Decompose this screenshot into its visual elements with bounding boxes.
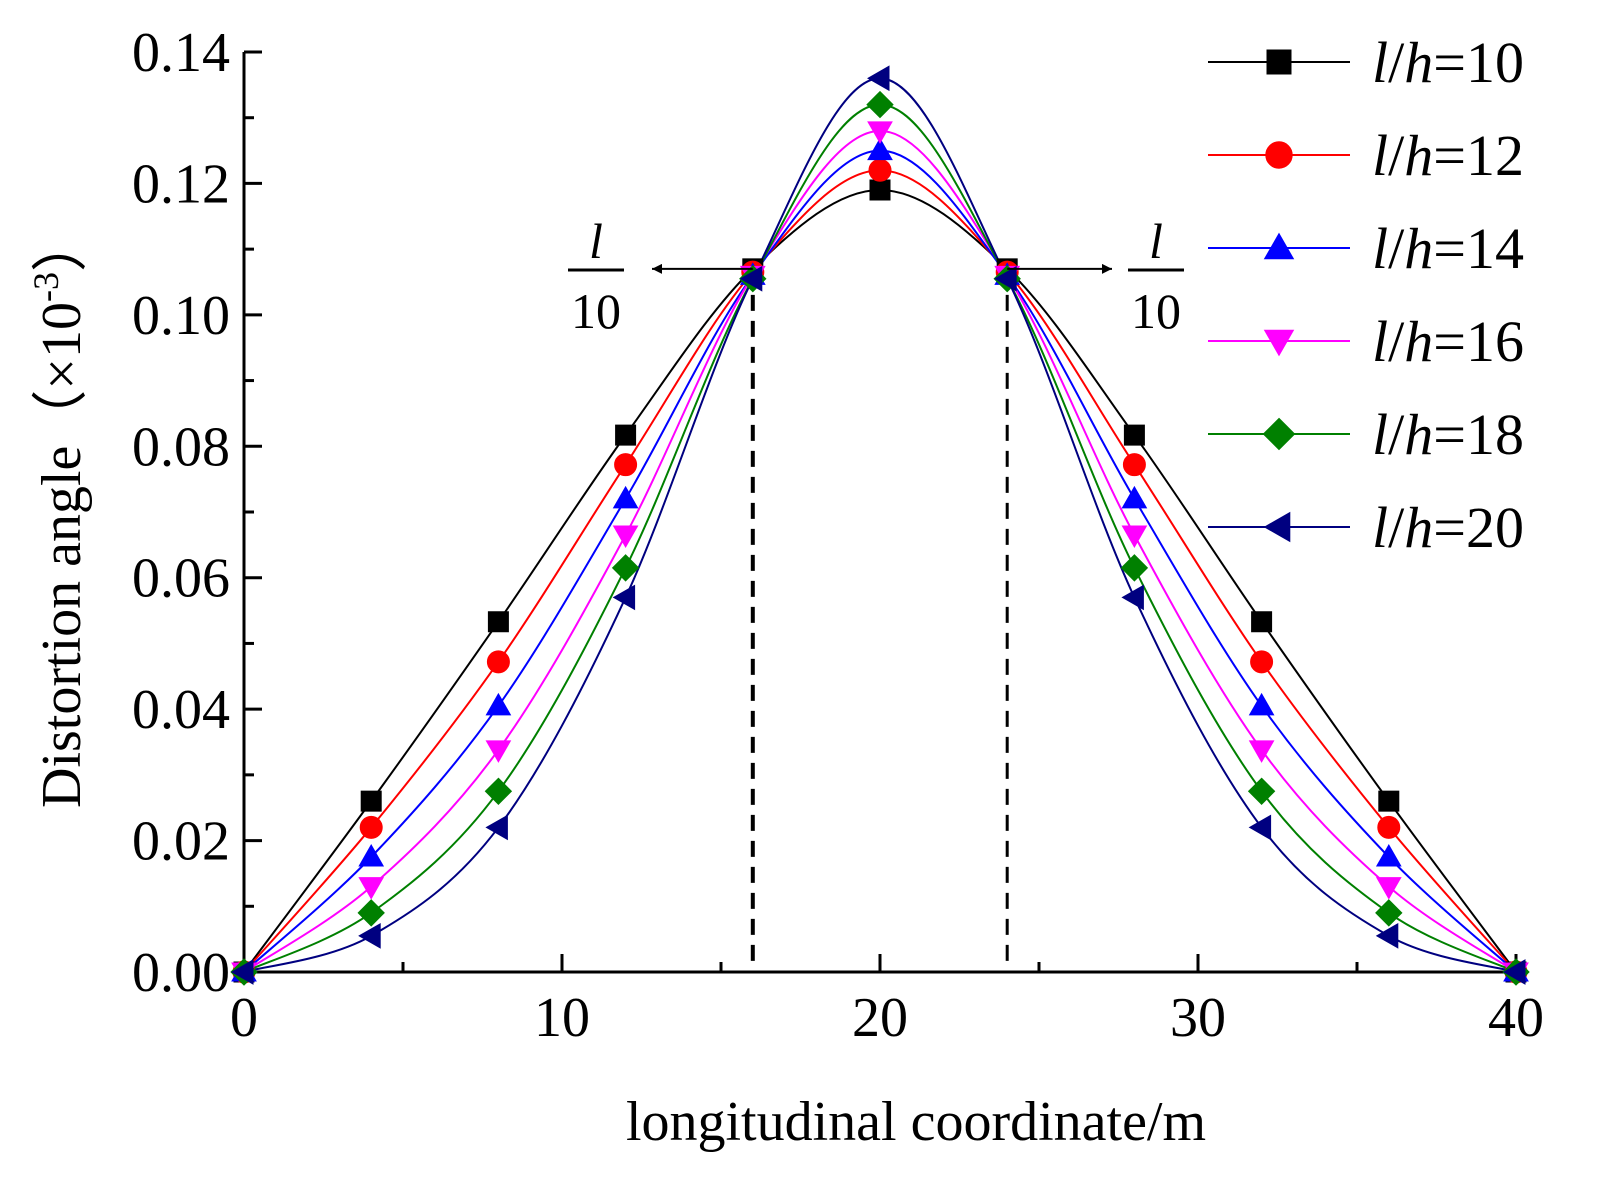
data-point-triangle-left (485, 814, 508, 841)
data-point-triangle-down (1263, 329, 1295, 357)
y-tick-label: 0.04 (132, 679, 230, 741)
legend-item: l/h=10 (1208, 30, 1524, 95)
data-point-triangle-left (866, 65, 890, 92)
data-point-circle (359, 815, 383, 839)
data-point-triangle-up (1121, 485, 1148, 509)
data-point-triangle-left (1375, 922, 1399, 949)
data-point-diamond (1120, 554, 1149, 582)
data-point-square (360, 790, 382, 812)
reference-lines (750, 268, 1009, 972)
data-point-triangle-left (612, 584, 636, 611)
data-point-triangle-left (1502, 959, 1526, 985)
data-point-square (1378, 790, 1400, 812)
data-point-triangle-up (1263, 232, 1295, 260)
data-point-circle (868, 158, 892, 182)
data-point-diamond (1375, 899, 1403, 927)
legend-label: l/h=14 (1372, 216, 1524, 281)
data-point-diamond (1262, 417, 1296, 451)
data-point-circle (1250, 650, 1274, 674)
series-line (243, 103, 1517, 973)
y-tick-label: 0.00 (132, 942, 230, 1004)
y-tick-label: 0.14 (132, 22, 230, 84)
series-line (243, 188, 1517, 973)
data-point-triangle-down (358, 877, 385, 900)
data-point-triangle-left (739, 265, 763, 292)
y-tick-labels: 0.00 0.02 0.04 0.06 0.08 0.10 0.12 0.14 (132, 22, 230, 1004)
data-point-diamond (357, 899, 385, 927)
data-point-triangle-down (1121, 525, 1148, 549)
data-point-circle (1265, 141, 1293, 169)
data-point-triangle-up (1375, 843, 1402, 867)
x-tick-label: 10 (534, 987, 590, 1049)
y-tick-label: 0.12 (132, 153, 230, 215)
data-point-triangle-up (485, 692, 512, 716)
data-point-diamond (484, 777, 513, 805)
legend-item: l/h=14 (1208, 216, 1524, 281)
y-tick-label: 0.10 (132, 285, 230, 347)
legend-item: l/h=12 (1208, 123, 1524, 188)
data-point-triangle-down (1375, 877, 1402, 900)
series-line (243, 149, 1517, 973)
data-point-diamond (866, 90, 894, 119)
x-tick-label: 30 (1170, 987, 1226, 1049)
data-point-triangle-down (1248, 740, 1275, 763)
data-point-triangle-up (358, 843, 385, 867)
legend-item: l/h=18 (1208, 402, 1524, 467)
data-point-circle (614, 453, 638, 477)
data-point-triangle-left (1263, 511, 1291, 543)
data-point-triangle-left (994, 265, 1017, 292)
data-point-triangle-left (1121, 584, 1144, 611)
x-tick-labels: 0 10 20 30 40 (230, 987, 1544, 1049)
legend: l/h=10 l/h=12 l/h=14 l/h=16 l/h=18 l/h=20 (1208, 30, 1524, 560)
series-line (243, 129, 1517, 973)
data-point-triangle-up (867, 137, 893, 161)
x-tick-label: 0 (230, 987, 258, 1049)
x-tick-label: 20 (852, 987, 908, 1049)
data-point-square (487, 611, 509, 633)
data-point-square (615, 424, 637, 446)
y-tick-label: 0.02 (132, 811, 230, 873)
series-line (243, 77, 1517, 973)
y-tick-label: 0.06 (132, 548, 230, 610)
right-fraction-annotation: l 10 (1128, 213, 1184, 339)
svg-text:l: l (1149, 213, 1163, 269)
left-fraction-annotation: l 10 (568, 213, 624, 339)
svg-text:l: l (589, 213, 603, 269)
data-point-circle (1122, 453, 1146, 477)
data-point-diamond (1247, 777, 1276, 805)
x-tick-label: 40 (1488, 987, 1544, 1049)
data-point-triangle-left (1248, 814, 1272, 841)
legend-label: l/h=18 (1372, 402, 1524, 467)
data-point-square (1266, 49, 1292, 75)
data-point-square (869, 179, 891, 201)
data-point-triangle-up (612, 485, 639, 509)
data-point-triangle-left (358, 922, 381, 949)
series-markers (230, 65, 1530, 986)
data-point-diamond (611, 554, 640, 582)
legend-label: l/h=12 (1372, 123, 1524, 188)
legend-label: l/h=10 (1372, 30, 1524, 95)
svg-text:10: 10 (571, 283, 621, 339)
data-point-circle (486, 650, 510, 674)
legend-label: l/h=20 (1372, 495, 1524, 560)
svg-text:10: 10 (1131, 283, 1181, 339)
data-point-triangle-left (230, 959, 254, 985)
series-line (243, 169, 1517, 973)
legend-item: l/h=20 (1208, 495, 1524, 560)
legend-item: l/h=16 (1208, 309, 1524, 374)
data-point-square (1251, 611, 1273, 633)
data-point-square (1123, 424, 1145, 446)
data-point-triangle-down (612, 525, 639, 549)
data-point-circle (1377, 815, 1401, 839)
data-point-triangle-down (485, 740, 512, 763)
y-axis-title: Distortion angle（×10-3） (26, 216, 93, 808)
data-point-triangle-down (867, 121, 893, 144)
x-axis-title: longitudinal coordinate/m (626, 1091, 1206, 1153)
series-curves (243, 77, 1517, 973)
legend-label: l/h=16 (1372, 309, 1524, 374)
data-point-triangle-up (1248, 692, 1275, 716)
y-tick-label: 0.08 (132, 416, 230, 478)
